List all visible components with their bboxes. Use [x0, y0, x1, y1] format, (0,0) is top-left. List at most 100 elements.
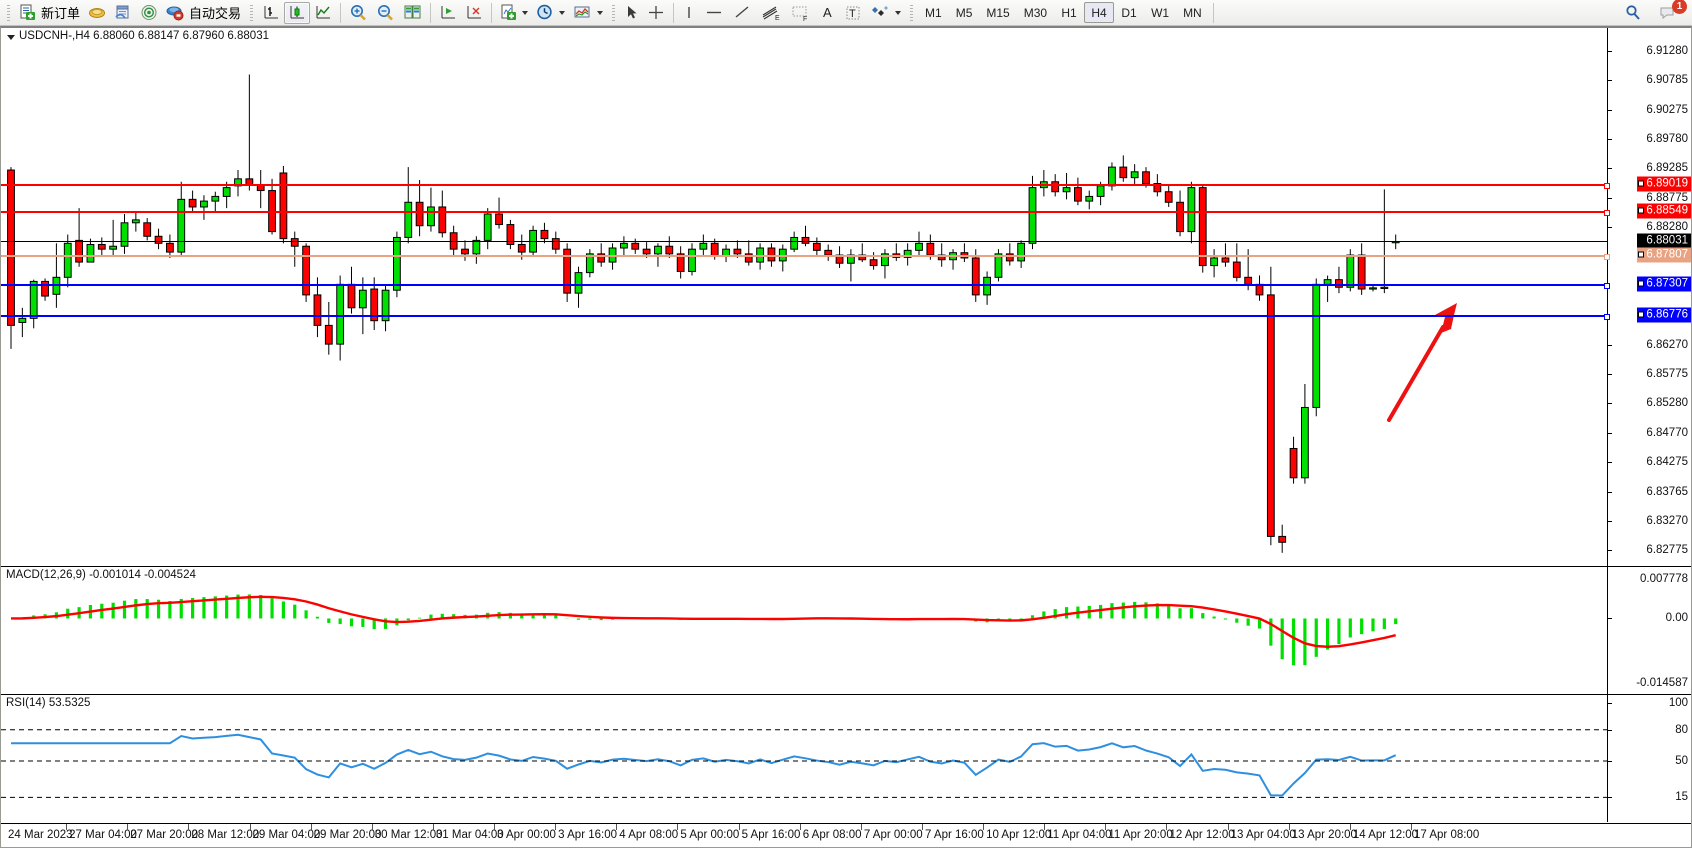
alerts-button[interactable]: 1 [1654, 0, 1687, 24]
timeframe-mn-button[interactable]: MN [1183, 5, 1202, 20]
candle [744, 240, 753, 266]
candle [347, 266, 356, 314]
data-window-button[interactable] [110, 2, 136, 24]
data-window-icon [115, 5, 129, 19]
price-pane[interactable]: USDCNH-,H4 6.88060 6.88147 6.87960 6.880… [1, 28, 1691, 566]
toolbar-grip-2[interactable] [248, 2, 256, 23]
line-chart-button[interactable] [310, 2, 336, 24]
price-level-support[interactable] [1, 314, 1610, 321]
timeframe-m5-button[interactable]: M5 [955, 5, 973, 20]
price-candles-canvas[interactable] [1, 28, 1607, 566]
candle [427, 187, 435, 232]
price-tick-mark [1608, 461, 1612, 463]
macd-axis[interactable]: 0.007778 0.00 -0.014587 [1607, 567, 1691, 694]
time-tick-mark [127, 824, 129, 830]
period-button[interactable] [532, 2, 569, 24]
price-tag-resistance[interactable]: 6.89019 [1637, 176, 1691, 192]
channel-button[interactable]: F [786, 2, 816, 24]
price-tag-support[interactable]: 6.87307 [1637, 276, 1691, 292]
price-tag-handle[interactable] [1638, 280, 1645, 287]
price-tag-handle[interactable] [1638, 251, 1645, 258]
trendline-button[interactable] [728, 2, 756, 24]
search-button[interactable] [1620, 2, 1646, 24]
toolbar-grip-3[interactable] [610, 2, 618, 23]
candle [1198, 184, 1207, 273]
price-tag-resistance[interactable]: 6.88549 [1637, 203, 1691, 219]
candle [665, 236, 674, 258]
chevron-down-icon-4[interactable] [895, 10, 902, 15]
expert-advisors-button[interactable] [84, 2, 110, 24]
trendline-icon [735, 6, 749, 18]
timeframe-m15-button[interactable]: M15 [986, 5, 1010, 20]
chevron-down-icon-2[interactable] [559, 10, 566, 15]
rsi-axis[interactable]: 100 80 50 15 [1607, 695, 1691, 822]
candle [472, 236, 481, 264]
timeframe-m30-button[interactable]: M30 [1023, 5, 1048, 20]
navigator-button[interactable] [136, 2, 162, 24]
price-tag-support[interactable]: 6.86776 [1637, 307, 1691, 323]
candle [154, 228, 163, 250]
timeframe-w1-button[interactable]: W1 [1151, 5, 1170, 20]
autotrading-button[interactable]: 自动交易 [162, 2, 245, 24]
time-tick-label: 11 Apr 20:00 [1108, 829, 1173, 841]
price-tag-handle[interactable] [1638, 180, 1645, 187]
price-tag-handle[interactable] [1638, 311, 1645, 318]
timeframe-h1-button[interactable]: H1 [1061, 5, 1077, 20]
auto-scroll-button[interactable] [461, 2, 487, 24]
price-tick-mark [1608, 549, 1612, 551]
chevron-down-icon-3[interactable] [597, 10, 604, 15]
price-axis[interactable]: 6.91280 6.90785 6.90275 6.89780 6.89285 6.887… [1607, 28, 1691, 566]
toolbar-grip-4[interactable] [908, 2, 916, 23]
zoom-in-button[interactable] [345, 2, 372, 24]
price-tick-label: 6.90785 [1646, 74, 1688, 87]
cursor-button[interactable] [620, 2, 643, 24]
zoom-out-button[interactable] [372, 2, 399, 24]
price-level-last-price[interactable] [1, 241, 1607, 243]
vertical-line-button[interactable] [678, 2, 700, 24]
fibonacci-button[interactable]: E [756, 2, 786, 24]
crosshair-button[interactable] [643, 2, 669, 24]
rsi-pane[interactable]: RSI(14) 53.5325 100 80 50 15 [1, 694, 1691, 822]
price-level-handle[interactable] [1604, 182, 1610, 189]
macd-pane[interactable]: MACD(12,26,9) -0.001014 -0.004524 0.0077… [1, 566, 1691, 694]
time-tick-label: 10 Apr 12:00 [986, 829, 1052, 841]
macd-tick-mark [1608, 618, 1612, 620]
timeframe-m1-button[interactable]: M1 [925, 5, 942, 20]
price-tag-handle[interactable] [1638, 207, 1645, 214]
chevron-down-icon[interactable] [522, 10, 529, 15]
price-level-handle[interactable] [1604, 253, 1610, 260]
time-axis[interactable]: 24 Mar 2023 27 Mar 04:00 27 Mar 20:00 28 Ma… [1, 823, 1691, 847]
symbol-dropdown-icon[interactable] [7, 35, 15, 40]
price-tick-label: 6.86270 [1646, 338, 1688, 351]
new-chart-button[interactable] [496, 2, 532, 24]
price-level-handle[interactable] [1604, 210, 1610, 217]
timeframe-h4-button[interactable]: H4 [1084, 2, 1115, 23]
price-tag-ask[interactable]: 6.87807 [1637, 247, 1691, 263]
time-tick-mark [860, 824, 862, 830]
chart-window[interactable]: USDCNH-,H4 6.88060 6.88147 6.87960 6.880… [0, 26, 1692, 848]
text-button[interactable]: A [816, 2, 840, 24]
toolbar-grip[interactable] [5, 2, 12, 23]
text-label-button[interactable]: T [840, 2, 866, 24]
horizontal-line-icon [707, 11, 722, 14]
price-level-handle[interactable] [1604, 282, 1610, 289]
chart-windows-button[interactable] [399, 2, 426, 24]
rsi-tick-mark [1608, 729, 1612, 731]
price-level-resistance[interactable] [1, 182, 1610, 189]
candlestick-chart-button[interactable] [284, 1, 311, 24]
time-tick-label: 13 Apr 04:00 [1230, 829, 1296, 841]
price-level-support[interactable] [1, 282, 1610, 289]
price-level-resistance[interactable] [1, 210, 1610, 217]
new-order-label: 新订单 [41, 6, 81, 21]
new-order-button[interactable]: 新订单 [15, 2, 84, 24]
shapes-button[interactable] [866, 2, 905, 24]
price-tag-last-price[interactable]: 6.88031 [1637, 233, 1691, 249]
chart-shift-button[interactable] [435, 2, 461, 24]
horizontal-line-button[interactable] [700, 2, 728, 24]
indicators-button[interactable] [569, 2, 607, 24]
price-level-handle[interactable] [1604, 314, 1610, 321]
timeframe-d1-button[interactable]: D1 [1121, 5, 1137, 20]
price-level-ask[interactable] [1, 253, 1610, 260]
time-tick-label: 5 Apr 00:00 [680, 829, 740, 841]
bar-chart-button[interactable] [258, 2, 284, 24]
